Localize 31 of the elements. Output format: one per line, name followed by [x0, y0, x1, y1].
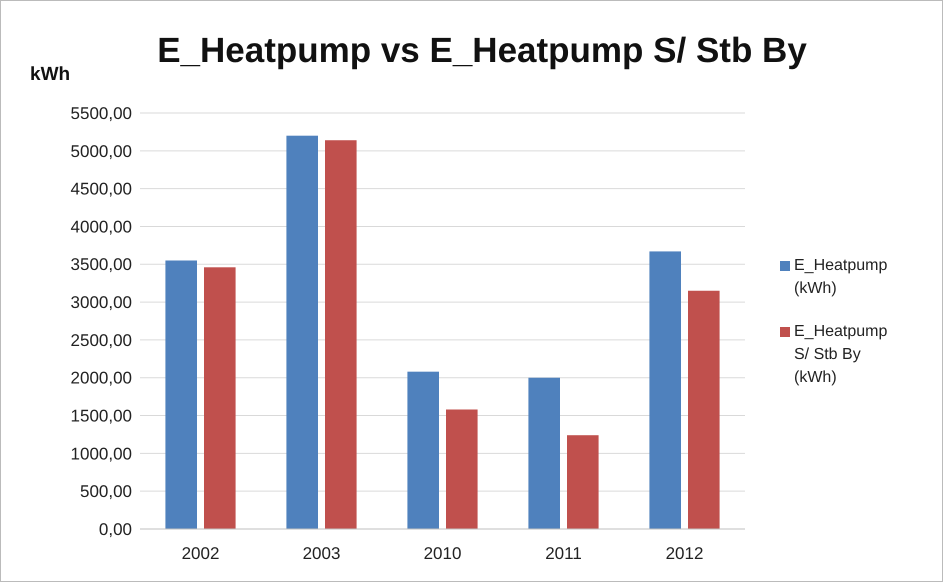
bar	[567, 435, 599, 529]
bar	[325, 140, 357, 529]
bar	[165, 260, 197, 529]
y-tick-label: 5500,00	[70, 104, 132, 123]
bar	[286, 136, 318, 529]
y-tick-label: 4500,00	[70, 180, 132, 199]
y-tick-label: 3000,00	[70, 293, 132, 312]
y-axis-title: kWh	[30, 64, 70, 85]
y-tick-label: 4000,00	[70, 217, 132, 236]
legend-label: E_Heatpump S/ Stb By (kWh)	[794, 323, 888, 386]
x-tick-label: 2010	[424, 544, 462, 563]
y-tick-label: 3500,00	[70, 255, 132, 274]
bar	[528, 378, 560, 529]
y-tick-label: 2500,00	[70, 330, 132, 350]
y-tick-label: 5000,00	[70, 142, 132, 161]
y-tick-label: 0,00	[98, 520, 132, 539]
bar	[204, 267, 236, 529]
x-tick-label: 2002	[182, 544, 220, 563]
bar	[649, 251, 681, 529]
bar	[407, 372, 439, 529]
y-tick-label: 2000,00	[70, 368, 132, 388]
y-tick-label: 1500,00	[70, 406, 132, 426]
bar	[446, 409, 478, 529]
chart-title: E_Heatpump vs E_Heatpump S/ Stb By	[157, 31, 808, 70]
y-tick-label: 1000,00	[70, 444, 132, 464]
x-tick-label: 2011	[545, 544, 582, 563]
legend-label: E_Heatpump (kWh)	[794, 257, 888, 297]
x-tick-label: 2003	[302, 544, 340, 563]
y-tick-label: 500,00	[80, 482, 132, 502]
x-tick-label: 2012	[666, 544, 704, 563]
bar	[688, 290, 720, 529]
